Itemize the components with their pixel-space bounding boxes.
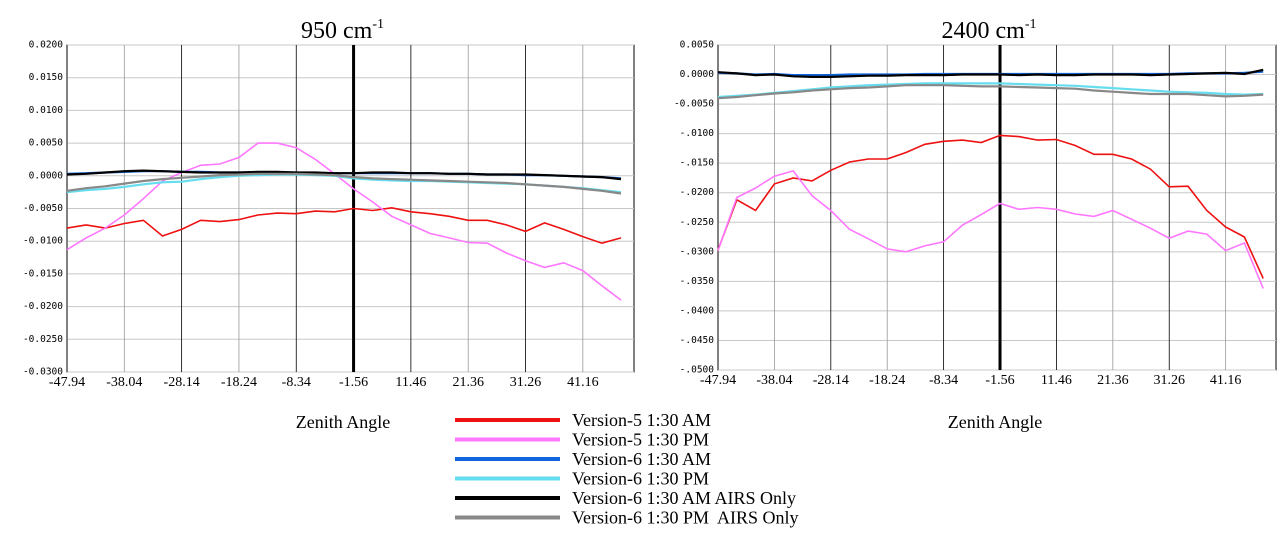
x-tick-label: -38.04 (106, 375, 142, 390)
series-line (66, 206, 622, 245)
y-tick-label: 0.0000 (29, 170, 64, 181)
x-axis-label: Zenith Angle (948, 412, 1042, 432)
chart-title-text: 950 cm (301, 18, 373, 44)
plot-area (717, 44, 1277, 371)
series-line (66, 169, 622, 181)
y-tick-label: -.0500 (680, 365, 715, 376)
y-tick-label: 0.0100 (29, 105, 64, 116)
y-tick-label: -0.0050 (23, 203, 63, 214)
series-line (717, 134, 1264, 279)
y-tick-label: 0.0200 (29, 40, 64, 51)
x-tick-label: 21.36 (452, 375, 484, 390)
x-tick-label: -8.34 (282, 375, 311, 390)
y-tick-label: -.0350 (680, 276, 715, 287)
legend-label: Version-5 1:30 PM (572, 430, 709, 450)
series-line (717, 68, 1264, 78)
series-line (717, 84, 1264, 100)
x-tick-label: -1.56 (339, 375, 368, 390)
chart-title-superscript: -1 (1025, 17, 1037, 32)
y-tick-label: -.0250 (680, 217, 715, 228)
legend-label: Version-5 1:30 AM (572, 410, 711, 430)
y-tick-label: -0.0100 (23, 236, 63, 247)
x-tick-label: 21.36 (1097, 373, 1129, 388)
series-line (66, 172, 622, 195)
y-tick-label: -0.0250 (23, 334, 63, 345)
y-tick-label: -.0100 (680, 128, 715, 139)
y-tick-label: 0.0050 (680, 40, 715, 51)
series-line (717, 169, 1264, 289)
x-tick-label: -1.56 (985, 373, 1014, 388)
legend-label: Version-6 1:30 AM AIRS Only (572, 488, 796, 508)
x-tick-label: 31.26 (1153, 373, 1185, 388)
series-line (717, 82, 1264, 99)
x-tick-label: -47.94 (700, 373, 736, 388)
legend-label: Version-6 1:30 AM (572, 449, 711, 469)
x-tick-label: 11.46 (1041, 373, 1072, 388)
legend-label: Version-6 1:30 PM (572, 469, 709, 489)
y-tick-label: -0.0300 (23, 367, 63, 378)
y-tick-label: -.0450 (680, 335, 715, 346)
y-tick-label: -.0400 (680, 305, 715, 316)
x-tick-label: -8.34 (929, 373, 958, 388)
x-axis-label: Zenith Angle (296, 412, 390, 432)
y-tick-label: -0.0150 (23, 268, 63, 279)
x-tick-label: -47.94 (49, 375, 85, 390)
y-tick-label: -0.0200 (23, 301, 63, 312)
x-tick-label: -18.24 (221, 375, 257, 390)
chart-title-text: 2400 cm (942, 18, 1026, 44)
x-tick-label: -28.14 (813, 373, 849, 388)
chart-title: 950 cm-1 (301, 17, 384, 44)
legend-label: Version-6 1:30 PM AIRS Only (572, 508, 799, 528)
y-tick-label: 0.0150 (29, 72, 64, 83)
series-line (66, 142, 622, 301)
y-tick-label: -0.0050 (674, 99, 714, 110)
x-tick-label: 41.16 (1210, 373, 1242, 388)
y-tick-label: 0.0050 (29, 138, 64, 149)
y-tick-label: -.0200 (680, 187, 715, 198)
x-tick-label: -38.04 (756, 373, 792, 388)
chart-title: 2400 cm-1 (942, 17, 1037, 44)
x-tick-label: -18.24 (869, 373, 905, 388)
y-tick-label: -.0150 (680, 158, 715, 169)
y-tick-label: 0.0000 (680, 69, 715, 80)
chart-title-superscript: -1 (372, 17, 384, 32)
y-tick-label: -.0300 (680, 246, 715, 257)
x-tick-label: 41.16 (567, 375, 599, 390)
x-tick-label: 11.46 (395, 375, 426, 390)
x-tick-label: -28.14 (164, 375, 200, 390)
x-tick-label: 31.26 (510, 375, 542, 390)
